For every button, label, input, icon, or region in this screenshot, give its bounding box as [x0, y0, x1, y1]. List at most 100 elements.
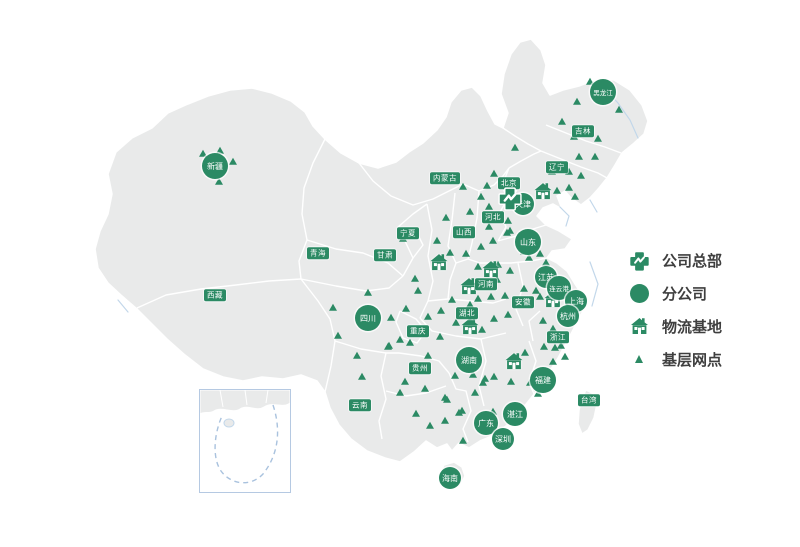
- outlet-marker[interactable]: [216, 146, 224, 154]
- outlet-marker[interactable]: [414, 286, 422, 294]
- outlet-marker[interactable]: [229, 157, 237, 165]
- branch-marker[interactable]: 福建: [530, 367, 556, 393]
- outlet-marker[interactable]: [406, 338, 414, 346]
- outlet-marker[interactable]: [577, 171, 585, 179]
- outlet-marker[interactable]: [549, 324, 557, 332]
- outlet-marker[interactable]: [396, 388, 404, 396]
- outlet-marker[interactable]: [451, 371, 459, 379]
- outlet-marker[interactable]: [446, 248, 454, 256]
- outlet-marker[interactable]: [565, 167, 573, 175]
- outlet-marker[interactable]: [426, 421, 434, 429]
- outlet-marker[interactable]: [396, 335, 404, 343]
- outlet-marker[interactable]: [436, 332, 444, 340]
- outlet-marker[interactable]: [557, 341, 565, 349]
- outlet-marker[interactable]: [493, 275, 501, 283]
- outlet-marker[interactable]: [507, 377, 515, 385]
- outlet-marker[interactable]: [539, 316, 547, 324]
- outlet-marker[interactable]: [591, 152, 599, 160]
- outlet-marker[interactable]: [441, 416, 449, 424]
- outlet-marker[interactable]: [215, 177, 223, 185]
- outlet-marker[interactable]: [481, 374, 489, 382]
- outlet-marker[interactable]: [565, 183, 573, 191]
- outlet-marker[interactable]: [521, 348, 529, 356]
- outlet-marker[interactable]: [485, 222, 493, 230]
- outlet-marker[interactable]: [534, 389, 542, 397]
- outlet-marker[interactable]: [364, 288, 372, 296]
- branch-marker[interactable]: 新疆: [202, 153, 228, 179]
- outlet-marker[interactable]: [586, 77, 594, 85]
- outlet-marker[interactable]: [478, 325, 486, 333]
- outlet-marker[interactable]: [402, 304, 410, 312]
- outlet-marker[interactable]: [542, 258, 550, 266]
- branch-marker[interactable]: 深圳: [492, 428, 514, 450]
- outlet-marker[interactable]: [485, 202, 493, 210]
- outlet-marker[interactable]: [479, 378, 487, 386]
- outlet-marker[interactable]: [437, 306, 445, 314]
- outlet-marker[interactable]: [448, 295, 456, 303]
- branch-marker[interactable]: 山东: [515, 229, 541, 255]
- outlet-marker[interactable]: [506, 226, 514, 234]
- outlet-marker[interactable]: [504, 310, 512, 318]
- outlet-marker[interactable]: [536, 292, 544, 300]
- outlet-marker[interactable]: [459, 182, 467, 190]
- outlet-marker[interactable]: [466, 300, 474, 308]
- outlet-marker[interactable]: [549, 357, 557, 365]
- outlet-marker[interactable]: [561, 352, 569, 360]
- logistics-base-marker[interactable]: [482, 260, 501, 278]
- outlet-marker[interactable]: [575, 152, 583, 160]
- outlet-marker[interactable]: [474, 262, 482, 270]
- outlet-marker[interactable]: [489, 407, 497, 415]
- logistics-base-marker[interactable]: [430, 253, 449, 271]
- outlet-marker[interactable]: [466, 207, 474, 215]
- outlet-marker[interactable]: [532, 286, 540, 294]
- outlet-marker[interactable]: [558, 117, 566, 125]
- outlet-marker[interactable]: [483, 181, 491, 189]
- outlet-marker[interactable]: [411, 274, 419, 282]
- outlet-marker[interactable]: [471, 388, 479, 396]
- outlet-marker[interactable]: [462, 249, 470, 257]
- outlet-marker[interactable]: [334, 331, 342, 339]
- outlet-marker[interactable]: [506, 266, 514, 274]
- outlet-marker[interactable]: [490, 372, 498, 380]
- branch-marker[interactable]: 杭州: [557, 305, 579, 327]
- outlet-marker[interactable]: [489, 236, 497, 244]
- logistics-base-marker[interactable]: [505, 352, 524, 370]
- outlet-marker[interactable]: [424, 351, 432, 359]
- outlet-marker[interactable]: [329, 303, 337, 311]
- outlet-marker[interactable]: [455, 408, 463, 416]
- outlet-marker[interactable]: [573, 97, 581, 105]
- outlet-marker[interactable]: [421, 384, 429, 392]
- outlet-marker[interactable]: [501, 291, 509, 299]
- outlet-marker[interactable]: [490, 169, 498, 177]
- outlet-marker[interactable]: [477, 192, 485, 200]
- branch-marker[interactable]: 湛江: [503, 402, 527, 426]
- outlet-marker[interactable]: [353, 351, 361, 359]
- logistics-base-marker[interactable]: [460, 277, 479, 295]
- outlet-marker[interactable]: [442, 213, 450, 221]
- outlet-marker[interactable]: [490, 314, 498, 322]
- outlet-marker[interactable]: [387, 313, 395, 321]
- outlet-marker[interactable]: [358, 372, 366, 380]
- outlet-marker[interactable]: [199, 149, 207, 157]
- outlet-marker[interactable]: [384, 342, 392, 350]
- outlet-marker[interactable]: [540, 342, 548, 350]
- outlet-marker[interactable]: [536, 249, 544, 257]
- outlet-marker[interactable]: [487, 292, 495, 300]
- outlet-marker[interactable]: [452, 318, 460, 326]
- outlet-marker[interactable]: [477, 242, 485, 250]
- logistics-base-marker[interactable]: [534, 182, 553, 200]
- outlet-marker[interactable]: [424, 312, 432, 320]
- outlet-marker[interactable]: [433, 236, 441, 244]
- outlet-marker[interactable]: [441, 393, 449, 401]
- outlet-marker[interactable]: [525, 253, 533, 261]
- outlet-marker[interactable]: [504, 216, 512, 224]
- logistics-base-marker[interactable]: [461, 317, 480, 335]
- outlet-marker[interactable]: [412, 409, 420, 417]
- branch-marker[interactable]: 海南: [439, 467, 461, 489]
- outlet-marker[interactable]: [615, 105, 623, 113]
- outlet-marker[interactable]: [551, 343, 559, 351]
- outlet-marker[interactable]: [494, 260, 502, 268]
- outlet-marker[interactable]: [594, 134, 602, 142]
- outlet-marker[interactable]: [469, 370, 477, 378]
- outlet-marker[interactable]: [401, 377, 409, 385]
